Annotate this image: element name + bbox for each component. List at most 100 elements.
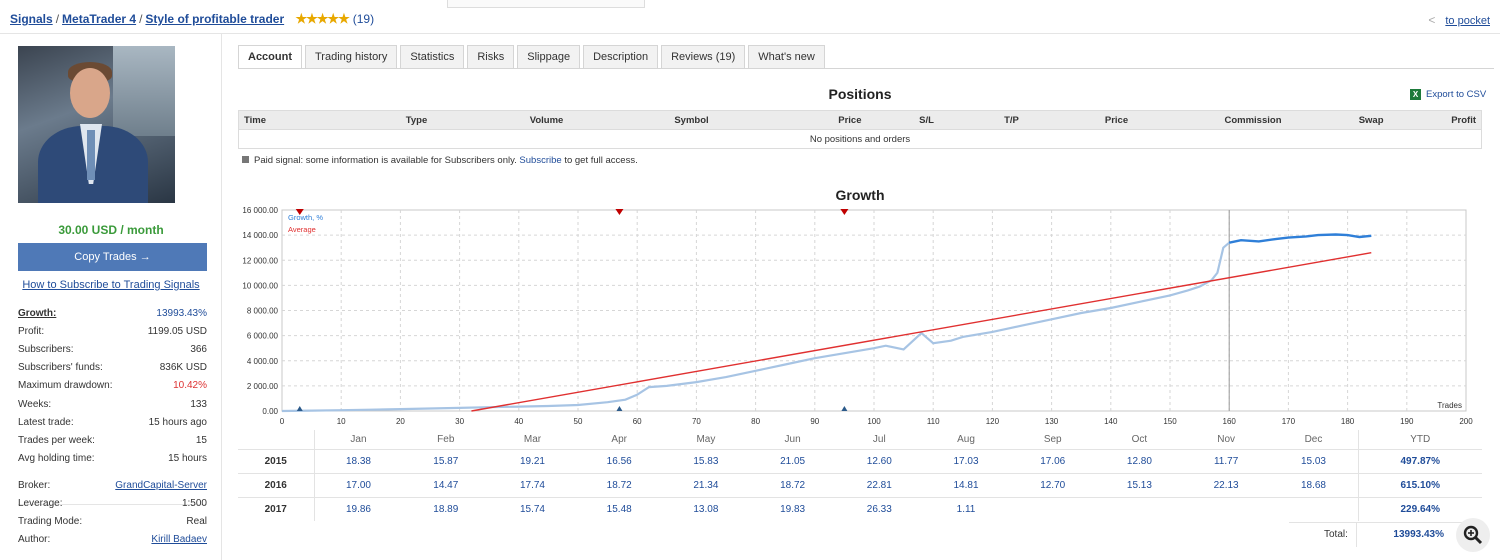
month-header-jun: Jun — [784, 433, 801, 445]
month-value: 14.47 — [402, 472, 490, 497]
account-info: Broker: GrandCapital-Server Leverage: 1:50… — [18, 476, 207, 549]
x-tick-label: 180 — [1341, 417, 1355, 426]
col-swap: Swap — [1286, 110, 1389, 130]
how-to-subscribe-link[interactable]: How to Subscribe to Trading Signals — [22, 279, 200, 291]
breadcrumb-signal-name-link[interactable]: Style of profitable trader — [145, 12, 285, 26]
monthly-row-2015: 2015 18.38 15.87 19.21 16.56 15.83 21.05 12.60 1… — [238, 448, 1482, 473]
growth-chart-title: Growth — [835, 187, 885, 203]
growth-series-recent-line — [1228, 233, 1372, 244]
y-tick-label: 0.00 — [262, 407, 278, 416]
x-tick-label: 160 — [1223, 417, 1237, 426]
month-value: 16.56 — [575, 448, 663, 473]
stats-divider — [18, 504, 207, 505]
col-price: Price — [766, 110, 867, 130]
row-year: 2015 — [238, 448, 315, 473]
excel-icon: X — [1410, 89, 1421, 100]
positions-title: Positions — [828, 86, 892, 102]
tab-account[interactable]: Account — [238, 45, 302, 69]
monthly-header-row: Jan Feb Mar Apr May Jun Jul Aug Sep Oct Nov Dec YTD — [238, 430, 1482, 449]
month-value: 12.70 — [1009, 472, 1097, 497]
x-tick-label: 120 — [986, 417, 1000, 426]
month-value: 17.06 — [1009, 448, 1097, 473]
positions-table: Time Type Volume Symbol Price S/L T/P Pr… — [238, 110, 1482, 149]
export-csv-link[interactable]: X Export to CSV — [1410, 89, 1486, 100]
col-sl: S/L — [866, 110, 987, 130]
month-header-dec: Dec — [1304, 433, 1323, 445]
paid-signal-note: Paid signal: some information is availab… — [242, 155, 638, 166]
tab-trading-history[interactable]: Trading history — [305, 45, 398, 69]
tab-risks[interactable]: Risks — [467, 45, 515, 69]
x-tick-label: 130 — [1045, 417, 1059, 426]
event-marker-bottom — [296, 406, 303, 411]
tab-reviews[interactable]: Reviews (19) — [661, 45, 746, 69]
positions-empty-text: No positions and orders — [809, 133, 911, 145]
month-header-apr: Apr — [611, 433, 627, 445]
row-ytd: 229.64% — [1357, 496, 1482, 521]
month-header-aug: Aug — [957, 433, 975, 445]
month-value: 26.33 — [835, 496, 923, 521]
monthly-row-2017: 2017 19.86 18.89 15.74 15.48 13.08 19.83 26.33 1… — [238, 496, 1482, 521]
event-marker-top — [615, 209, 624, 215]
month-value: 14.81 — [922, 472, 1010, 497]
x-tick-label: 20 — [396, 417, 405, 426]
month-value: 1.11 — [922, 496, 1010, 521]
event-marker-bottom — [616, 406, 623, 411]
x-tick-label: 40 — [514, 417, 523, 426]
x-tick-label: 170 — [1282, 417, 1296, 426]
tab-description[interactable]: Description — [583, 45, 659, 69]
tab-statistics[interactable]: Statistics — [400, 45, 465, 69]
stat-broker: Broker: GrandCapital-Server — [18, 479, 207, 491]
positions-header-row: Time Type Volume Symbol Price S/L T/P Pr… — [238, 110, 1482, 130]
x-tick-label: 140 — [1104, 417, 1118, 426]
month-value: 15.48 — [575, 496, 663, 521]
month-value: 21.34 — [662, 472, 750, 497]
x-tick-label: 150 — [1163, 417, 1177, 426]
zoom-icon[interactable] — [1456, 518, 1490, 552]
monthly-returns-table: Jan Feb Mar Apr May Jun Jul Aug Sep Oct Nov Dec YTD … — [238, 430, 1482, 521]
month-value: 22.13 — [1182, 472, 1270, 497]
col-type: Type — [356, 110, 477, 130]
stat-subscribers-funds: Subscribers' funds: 836K USD — [18, 362, 207, 374]
tab-slippage[interactable]: Slippage — [517, 45, 581, 69]
x-tick-label: 90 — [810, 417, 819, 426]
month-value: 18.68 — [1269, 472, 1358, 497]
growth-chart: 0.00 2 000.00 4 000.00 6 000.00 8 000.00 10 0… — [238, 204, 1482, 430]
breadcrumb-signals-link[interactable]: Signals — [10, 12, 53, 26]
event-marker-top — [295, 209, 304, 215]
x-tick-label: 30 — [455, 417, 464, 426]
to-pocket-link[interactable]: < to pocket — [1428, 13, 1490, 27]
col-tp: T/P — [986, 110, 1037, 130]
month-value: 19.21 — [489, 448, 576, 473]
breadcrumb: Signals / MetaTrader 4/Style of profitable… — [10, 11, 375, 26]
growth-chart-svg: 0.00 2 000.00 4 000.00 6 000.00 8 000.00 10 0… — [242, 206, 1473, 426]
month-value: 15.87 — [402, 448, 490, 473]
row-year: 2017 — [238, 496, 315, 521]
month-header-mar: Mar — [523, 433, 542, 445]
tab-whats-new[interactable]: What's new — [748, 45, 825, 69]
stat-latest-trade: Latest trade: 15 hours ago — [18, 416, 207, 428]
review-count[interactable]: (19) — [352, 12, 375, 26]
total-value: 13993.43% — [1393, 529, 1444, 540]
row-ytd: 615.10% — [1357, 472, 1482, 497]
y-tick-label: 14 000.00 — [242, 231, 278, 240]
month-header-jul: Jul — [872, 433, 886, 445]
stat-subscribers: Subscribers: 366 — [18, 343, 207, 355]
stat-growth: Growth: 13993.43% — [18, 307, 207, 319]
stat-profit: Profit: 1199.05 USD — [18, 325, 207, 337]
thumbnail-strip — [447, 0, 645, 8]
month-value: 15.03 — [1269, 448, 1358, 473]
month-header-nov: Nov — [1217, 433, 1236, 445]
x-tick-label: 100 — [867, 417, 881, 426]
rating-stars-icon: ★★★★★ — [295, 11, 349, 26]
x-tick-label: 190 — [1400, 417, 1414, 426]
ytd-header: YTD — [1357, 430, 1482, 449]
stat-weeks: Weeks: 133 — [18, 398, 207, 410]
breadcrumb-platform-link[interactable]: MetaTrader 4 — [62, 12, 137, 26]
stat-author: Author: Kirill Badaev — [18, 534, 207, 546]
stat-trades-per-week: Trades per week: 15 — [18, 434, 207, 446]
month-value: 18.72 — [575, 472, 663, 497]
copy-trades-button[interactable]: Copy Trades → — [18, 243, 207, 271]
month-value: 17.74 — [489, 472, 576, 497]
subscribe-link[interactable]: Subscribe — [519, 155, 562, 166]
month-value: 17.03 — [922, 448, 1010, 473]
